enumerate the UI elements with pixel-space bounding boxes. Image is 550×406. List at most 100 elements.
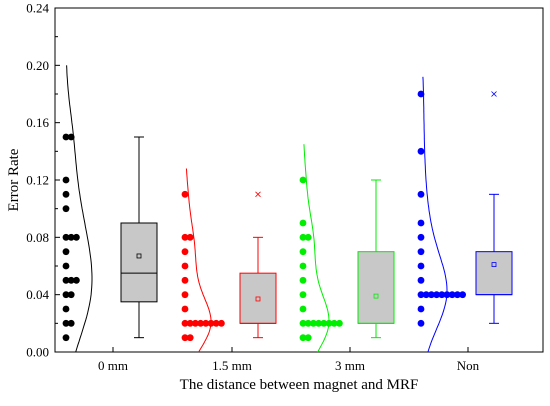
data-point xyxy=(62,305,70,313)
y-tick-label: 0.16 xyxy=(26,115,49,130)
data-point xyxy=(299,276,307,284)
data-point xyxy=(320,319,328,327)
data-point xyxy=(73,276,80,284)
mean-marker xyxy=(136,253,142,259)
data-point xyxy=(438,291,446,299)
data-point xyxy=(186,319,194,327)
data-point xyxy=(62,176,70,184)
data-point xyxy=(428,291,435,299)
data-point xyxy=(67,233,75,241)
data-point xyxy=(62,233,70,241)
data-point xyxy=(62,190,70,198)
mean-marker xyxy=(255,296,261,302)
data-point xyxy=(62,276,70,284)
data-point xyxy=(433,291,440,299)
x-tick-label: 0 mm xyxy=(98,358,128,373)
data-point xyxy=(181,190,189,198)
data-point xyxy=(62,262,70,270)
data-point xyxy=(181,262,189,270)
y-tick-label: 0.08 xyxy=(26,230,49,245)
density-curve xyxy=(422,76,448,353)
category-group xyxy=(62,65,158,353)
data-point xyxy=(67,291,75,299)
data-point xyxy=(299,291,307,299)
data-point xyxy=(417,276,425,284)
category-groups xyxy=(62,65,513,353)
data-point xyxy=(304,233,312,241)
category-group xyxy=(181,168,277,353)
y-axis-title: Error Rate xyxy=(6,148,22,211)
mean-marker xyxy=(491,262,497,267)
data-point xyxy=(299,233,307,241)
data-point xyxy=(417,248,425,256)
data-point xyxy=(330,319,338,327)
data-point xyxy=(181,276,189,284)
category-group xyxy=(417,76,513,353)
data-point xyxy=(67,133,75,141)
data-point xyxy=(299,319,307,327)
data-point xyxy=(299,305,307,313)
data-point xyxy=(181,233,189,241)
x-tick-label: 1.5 mm xyxy=(212,358,252,373)
x-axis: 0 mm 1.5 mm 3 mm Non xyxy=(98,347,480,373)
outlier-marker xyxy=(491,91,497,97)
data-point xyxy=(299,334,307,342)
data-point xyxy=(336,319,343,327)
x-tick-label: Non xyxy=(457,358,480,373)
data-point xyxy=(448,291,456,299)
data-point xyxy=(181,334,189,342)
data-point xyxy=(181,319,189,327)
box-iqr xyxy=(120,222,158,303)
data-point xyxy=(417,219,425,227)
data-point xyxy=(62,291,70,299)
data-point xyxy=(417,291,425,299)
y-tick-label: 0.24 xyxy=(26,1,49,16)
density-curve xyxy=(66,65,93,353)
data-point xyxy=(417,90,425,98)
data-point xyxy=(310,319,317,327)
data-point xyxy=(454,291,461,299)
data-point xyxy=(417,305,425,313)
data-point xyxy=(181,291,189,299)
data-point xyxy=(67,276,75,284)
data-point xyxy=(417,147,425,155)
data-point xyxy=(67,319,75,327)
data-point xyxy=(459,291,466,299)
data-point xyxy=(186,233,194,241)
mean-marker xyxy=(373,293,379,299)
box-iqr xyxy=(475,251,513,296)
outlier-marker xyxy=(255,191,261,198)
y-tick-label: 0.12 xyxy=(26,173,49,188)
y-tick-label: 0.04 xyxy=(26,287,49,302)
data-point xyxy=(73,233,80,241)
density-curve xyxy=(185,168,212,353)
y-tick-label: 0.00 xyxy=(26,345,49,360)
x-tick-label: 3 mm xyxy=(335,358,365,373)
data-point xyxy=(417,319,425,327)
x-axis-title: The distance between magnet and MRF xyxy=(180,377,419,393)
data-point xyxy=(202,319,210,327)
data-point xyxy=(62,334,70,342)
density-curve xyxy=(303,144,330,353)
data-point xyxy=(299,248,307,256)
data-point xyxy=(417,190,425,198)
y-axis: 0.00 0.04 0.08 0.12 0.16 0.20 0.24 xyxy=(26,1,60,360)
data-point xyxy=(62,248,70,256)
data-point xyxy=(417,233,425,241)
data-point xyxy=(181,305,189,313)
data-point xyxy=(197,319,205,327)
data-point xyxy=(62,319,70,327)
data-point xyxy=(315,319,322,327)
data-point xyxy=(192,319,199,327)
data-point xyxy=(218,319,225,327)
box-iqr xyxy=(357,251,395,324)
data-point xyxy=(304,319,312,327)
data-point xyxy=(304,334,312,342)
data-point xyxy=(186,334,194,342)
data-point xyxy=(422,291,430,299)
category-group xyxy=(299,144,395,353)
data-point xyxy=(62,205,70,213)
data-point xyxy=(62,133,70,141)
data-point xyxy=(212,319,220,327)
